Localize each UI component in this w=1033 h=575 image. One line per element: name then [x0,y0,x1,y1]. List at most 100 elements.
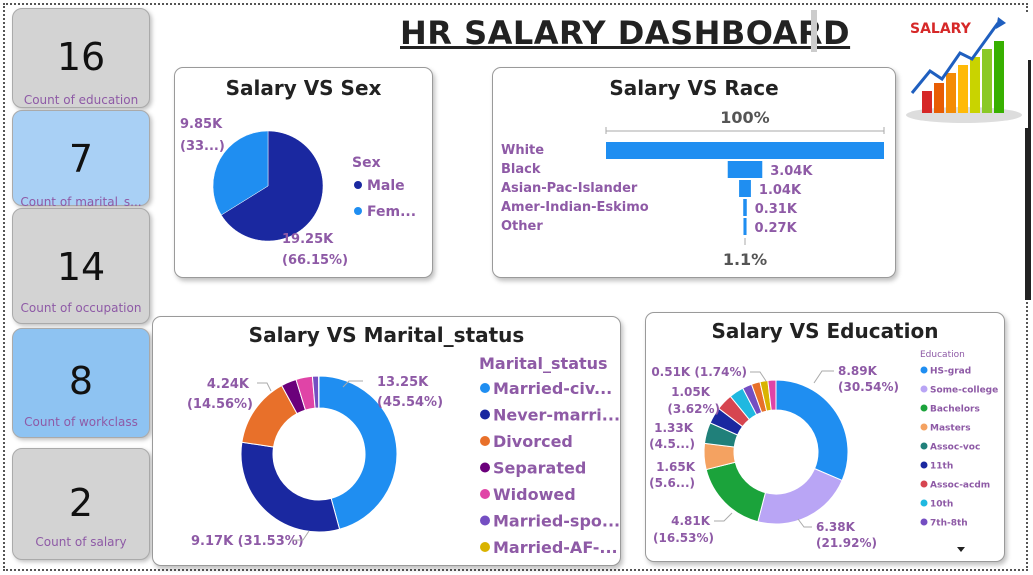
legend-marker [920,366,928,374]
legend-title: Education [920,350,965,360]
data-label: (21.92%) [816,536,877,550]
legend-marker [480,515,490,526]
pie-slice [767,379,777,411]
pie-slice [212,130,269,216]
legend-marker [920,499,928,507]
logo-text: SALARY [910,21,972,37]
funnel-top-label: 100% [720,108,769,127]
pie-slice [705,461,767,523]
data-label: 1.65K [656,460,696,474]
data-label: 3.04K [770,164,813,179]
legend-item: Separated [493,459,586,478]
category-label: Amer-Indian-Eskimo [501,200,649,215]
funnel-bar [739,180,751,197]
data-label: 0.31K [755,202,798,217]
legend-title: Marital_status [479,354,608,373]
legend-item: Married-AF-... [493,538,618,557]
kpi-count-marital-status[interactable]: 7 Count of marital_s... [12,110,150,209]
kpi-label: Count of salary [35,535,127,549]
legend-item: Never-marri... [493,406,620,425]
pie-slice [220,130,324,242]
chart-title: Salary VS Race [609,76,779,100]
legend-marker [480,542,490,552]
chevron-down-icon [957,547,965,552]
kpi-value: 7 [68,137,94,181]
legend-marker [480,462,490,473]
funnel-bar [743,218,747,235]
legend-item: 10th [930,500,953,510]
kpi-value: 16 [56,35,106,79]
pie-slice [240,441,341,533]
legend-item: Some-college [930,386,998,396]
legend-item: Divorced [493,432,573,451]
data-label: 1.04K [759,183,802,198]
data-label: (30.54%) [838,380,899,394]
legend-marker [920,385,928,393]
legend-item: Male [367,178,405,194]
legend-marker [354,207,362,215]
legend-item: 7th-8th [930,519,968,529]
data-label: (5.6...) [649,476,695,490]
legend-marker [920,480,928,488]
funnel-bar [743,199,747,216]
leader-line [291,530,310,541]
legend-marker [480,436,490,446]
legend-item: Assoc-acdm [930,481,990,491]
kpi-value: 8 [68,359,94,403]
funnel-bar [606,142,884,159]
salary-logo-image: SALARY [900,13,1028,128]
data-label: (4.5...) [649,437,695,451]
legend-item: HS-grad [930,367,971,377]
leader-line [813,370,834,384]
sex-pie-chart: 9.85K (33...) 19.25K (66.15%) Sex Male Fem... [180,117,416,268]
chart-card-marital-status[interactable]: Salary VS Marital_status 13.25K (45.54%) 9… [152,316,621,566]
data-label: 9.85K [180,117,223,132]
title-accent-bar [811,10,817,52]
category-label: Other [501,219,543,234]
kpi-count-salary[interactable]: 2 Count of salary [12,448,150,560]
data-label: 0.27K [755,221,798,236]
data-label: 6.38K [816,520,856,534]
leader-line [714,512,733,522]
category-label: White [501,143,544,158]
kpi-count-occupation[interactable]: 14 Count of occupation [12,208,150,324]
legend-marker [480,383,490,393]
category-label: Black [501,162,541,177]
data-label: 19.25K [282,232,334,247]
race-funnel-chart: 100% White Black 3.04K Asian-Pac-Islander 1.0… [501,108,885,269]
education-donut-chart: 8.89K (30.54%) 6.38K (21.92%) 4.81K (16.53%) 1… [649,350,998,552]
marital-donut-chart: 13.25K (45.54%) 9.17K (31.53%) 4.24K (14.56%… [187,354,620,557]
chart-card-education[interactable]: Salary VS Education 8.89K (30.54%) 6.38K (2… [645,312,1005,562]
data-label: 0.51K (1.74%) [651,365,747,379]
leader-line [750,371,767,382]
kpi-count-education[interactable]: 16 Count of education [12,8,150,108]
leader-line [342,380,363,388]
legend-marker [920,423,928,431]
scroll-indicator [1025,60,1031,300]
data-label: (3.62%) [667,402,720,416]
legend-item: 11th [930,462,953,472]
chart-card-race[interactable]: Salary VS Race 100% White Black 3.04K Asian-… [492,67,896,278]
legend-item: Masters [930,424,971,434]
legend-marker [920,404,928,412]
leader-line [257,382,272,392]
legend-item: Assoc-voc [930,443,980,453]
legend-item: Bachelors [930,405,980,415]
data-label: (66.15%) [282,253,348,268]
data-label: 1.05K [671,385,711,399]
legend-marker [354,181,362,189]
legend-item: Widowed [493,485,576,504]
kpi-value: 2 [68,481,94,525]
legend-item: Fem... [367,204,416,220]
kpi-count-workclass[interactable]: 8 Count of workclass [12,328,150,438]
kpi-label: Count of workclass [24,415,138,429]
data-label: (16.53%) [653,531,714,545]
chart-card-sex[interactable]: Salary VS Sex 9.85K (33...) 19.25K (66.15%)… [174,67,433,278]
funnel-bar [727,161,763,178]
data-label: 4.81K [671,514,711,528]
data-label: 4.24K [207,377,250,392]
page-title: HR SALARY DASHBOARD [400,14,851,52]
legend-title: Sex [352,155,381,171]
legend-marker [920,442,928,450]
category-label: Asian-Pac-Islander [501,181,638,196]
